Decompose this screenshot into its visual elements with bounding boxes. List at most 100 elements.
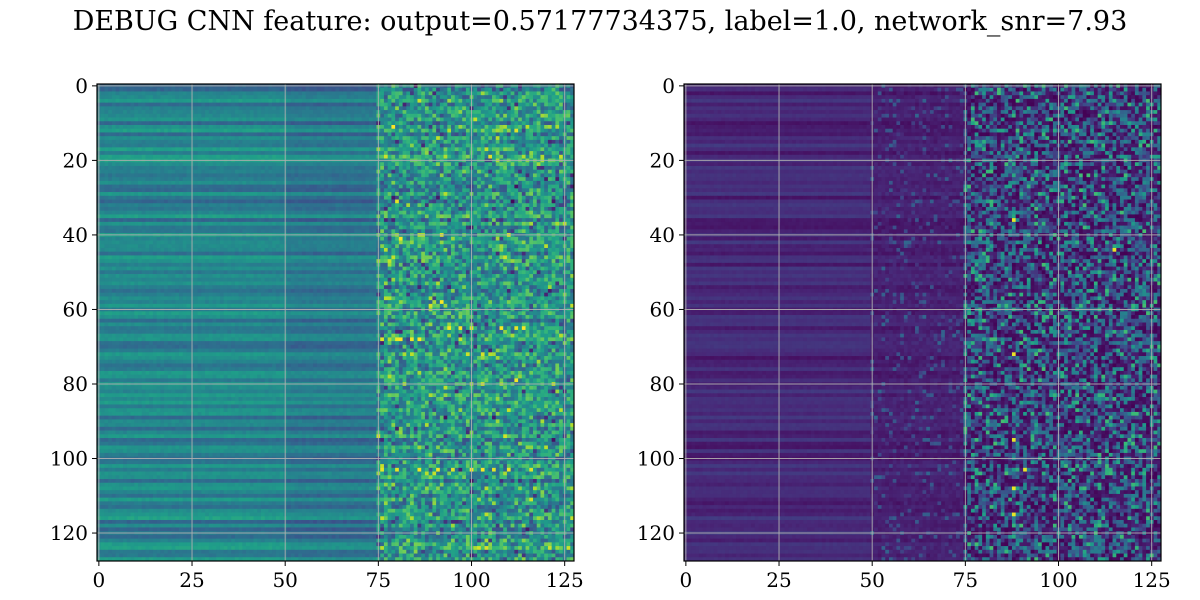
heatmap-cell bbox=[424, 95, 430, 100]
heatmap-cell bbox=[264, 147, 269, 152]
heatmap-cell bbox=[566, 210, 571, 215]
heatmap-cell bbox=[123, 206, 128, 212]
heatmap-cell bbox=[115, 106, 120, 111]
heatmap-cell bbox=[152, 184, 158, 189]
heatmap-cell bbox=[473, 124, 478, 130]
heatmap-cell bbox=[499, 195, 504, 200]
heatmap-cell bbox=[354, 136, 359, 141]
heatmap-cell bbox=[186, 110, 191, 115]
heatmap-cell bbox=[570, 221, 575, 227]
heatmap-cell bbox=[447, 143, 452, 148]
heatmap-cell bbox=[316, 192, 321, 197]
heatmap-cell bbox=[529, 110, 534, 115]
heatmap-cell bbox=[227, 214, 232, 219]
heatmap-cell bbox=[570, 91, 575, 96]
heatmap-cell bbox=[428, 136, 433, 141]
heatmap-cell bbox=[328, 180, 333, 186]
heatmap-cell bbox=[432, 195, 437, 200]
heatmap-cell bbox=[518, 87, 523, 92]
heatmap-cell bbox=[275, 192, 281, 197]
heatmap-cell bbox=[335, 121, 340, 126]
heatmap-cell bbox=[514, 221, 519, 227]
heatmap-cell bbox=[369, 147, 374, 152]
heatmap-cell bbox=[365, 124, 370, 130]
heatmap-cell bbox=[145, 121, 150, 126]
heatmap-cell bbox=[305, 143, 310, 148]
heatmap-cell bbox=[167, 188, 172, 193]
heatmap-cell bbox=[477, 139, 482, 145]
heatmap-cell bbox=[424, 162, 430, 167]
heatmap-cell bbox=[257, 192, 262, 197]
heatmap-cell bbox=[331, 121, 336, 126]
heatmap-cell bbox=[406, 106, 411, 111]
heatmap-cell bbox=[100, 218, 105, 223]
heatmap-cell bbox=[451, 180, 456, 186]
heatmap-cell bbox=[503, 165, 508, 171]
heatmap-cell bbox=[249, 210, 254, 215]
heatmap-cell bbox=[145, 143, 150, 148]
heatmap-cell bbox=[272, 151, 277, 156]
heatmap-cell bbox=[156, 132, 161, 137]
heatmap-cell bbox=[424, 91, 430, 96]
heatmap-cell bbox=[402, 203, 407, 208]
heatmap-cell bbox=[372, 139, 377, 145]
heatmap-cell bbox=[126, 110, 131, 115]
heatmap-cell bbox=[540, 139, 545, 145]
heatmap-cell bbox=[477, 143, 482, 148]
heatmap-cell bbox=[518, 121, 523, 126]
heatmap-cell bbox=[342, 203, 348, 208]
heatmap-cell bbox=[126, 214, 131, 219]
heatmap-cell bbox=[357, 188, 362, 193]
heatmap-cell bbox=[182, 188, 187, 193]
heatmap-cell bbox=[383, 106, 389, 111]
heatmap-cell bbox=[119, 184, 124, 189]
heatmap-cell bbox=[111, 121, 117, 126]
heatmap-cell bbox=[223, 214, 228, 219]
heatmap-cell bbox=[152, 210, 158, 215]
heatmap-cell bbox=[301, 192, 307, 197]
heatmap-cell bbox=[216, 110, 221, 115]
heatmap-cell bbox=[115, 199, 120, 204]
heatmap-cell bbox=[301, 98, 307, 104]
heatmap-cell bbox=[555, 218, 560, 223]
heatmap-cell bbox=[480, 199, 485, 204]
heatmap-cell bbox=[357, 98, 362, 104]
heatmap-cell bbox=[145, 147, 150, 152]
heatmap-cell bbox=[570, 143, 575, 148]
heatmap-cell bbox=[357, 121, 362, 126]
heatmap-cell bbox=[149, 87, 154, 92]
heatmap-cell bbox=[529, 113, 534, 118]
heatmap-cell bbox=[260, 151, 266, 156]
heatmap-cell bbox=[156, 154, 161, 159]
heatmap-cell bbox=[137, 151, 143, 156]
heatmap-cell bbox=[301, 132, 307, 137]
heatmap-cell bbox=[391, 184, 396, 189]
heatmap-cell bbox=[544, 225, 549, 230]
heatmap-cell bbox=[529, 128, 534, 133]
heatmap-cell bbox=[536, 113, 541, 118]
heatmap-cell bbox=[547, 210, 553, 215]
heatmap-cell bbox=[492, 91, 497, 96]
heatmap-cell bbox=[130, 218, 135, 223]
heatmap-cell bbox=[216, 162, 221, 167]
heatmap-cell bbox=[193, 214, 199, 219]
heatmap-cell bbox=[514, 210, 519, 215]
heatmap-cell bbox=[171, 206, 176, 212]
heatmap-cell bbox=[365, 184, 370, 189]
heatmap-cell bbox=[380, 143, 385, 148]
heatmap-cell bbox=[551, 221, 556, 227]
heatmap-cell bbox=[555, 87, 560, 92]
heatmap-cell bbox=[219, 154, 225, 159]
heatmap-cell bbox=[492, 147, 497, 152]
heatmap-cell bbox=[361, 91, 366, 96]
heatmap-cell bbox=[223, 192, 228, 197]
heatmap-cell bbox=[205, 221, 210, 227]
heatmap-cell bbox=[287, 180, 292, 186]
heatmap-cell bbox=[428, 195, 433, 200]
heatmap-cell bbox=[134, 102, 139, 107]
heatmap-cell bbox=[428, 121, 433, 126]
heatmap-cell bbox=[167, 173, 172, 178]
heatmap-cell bbox=[324, 169, 329, 174]
heatmap-cell bbox=[395, 203, 400, 208]
heatmap-cell bbox=[439, 165, 444, 171]
